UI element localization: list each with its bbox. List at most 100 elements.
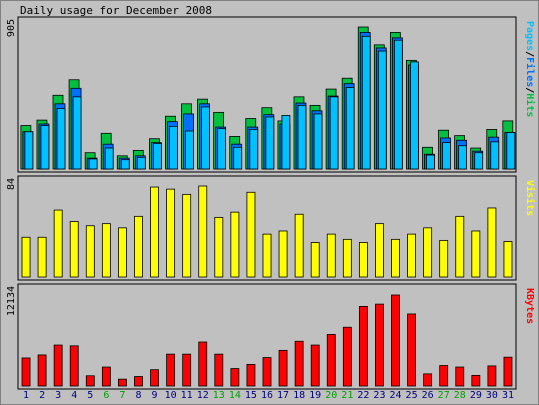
visits-bar: [53, 209, 63, 278]
visits-bar: [69, 221, 79, 278]
x-tick-label: 30: [486, 390, 498, 401]
kbytes-bar: [391, 294, 400, 387]
kbytes-bar: [358, 305, 368, 387]
pages-bar: [56, 108, 66, 170]
pages-bar: [24, 131, 34, 170]
kbytes-bar: [423, 373, 433, 387]
visits-bar: [118, 227, 127, 278]
x-tick-label: 29: [470, 390, 482, 401]
x-tick-label: 15: [245, 390, 257, 401]
pages-bar: [217, 128, 227, 170]
visits-bar: [230, 211, 240, 278]
x-tick-label: 13: [213, 390, 225, 401]
y-max-label: 84: [6, 178, 17, 190]
y-max-label: 905: [6, 19, 17, 37]
visits-bar: [214, 216, 224, 278]
x-tick-label: 10: [165, 390, 177, 401]
kbytes-bar: [246, 363, 256, 387]
y-max-label: 12134: [6, 286, 17, 316]
kbytes-bar: [278, 349, 288, 387]
kbytes-bar: [407, 313, 416, 387]
kbytes-bar: [455, 366, 465, 387]
panel-label: KBytes: [524, 288, 535, 324]
x-tick-label: 8: [135, 390, 141, 401]
kbytes-bar: [69, 345, 79, 387]
visits-bar: [246, 191, 256, 278]
visits-bar: [503, 241, 513, 278]
pages-bar: [169, 125, 178, 170]
kbytes-bar: [294, 340, 304, 387]
kbytes-bar: [230, 368, 240, 387]
pages-bar: [104, 147, 114, 170]
visits-bar: [101, 223, 111, 278]
visits-bar: [342, 238, 352, 278]
visits-bar: [358, 242, 368, 278]
x-tick-label: 20: [325, 390, 337, 401]
x-tick-label: 24: [389, 390, 401, 401]
x-tick-label: 12: [197, 390, 209, 401]
pages-bar: [377, 50, 387, 170]
x-tick-label: 28: [454, 390, 466, 401]
visits-bar: [375, 223, 384, 278]
kbytes-bar: [375, 303, 384, 387]
x-tick-label: 6: [103, 390, 109, 401]
pages-bar: [249, 129, 259, 170]
x-tick-label: 4: [71, 390, 77, 401]
pages-bar: [185, 130, 194, 170]
visits-bar: [150, 186, 159, 278]
pages-bar: [265, 116, 275, 170]
pages-bar: [458, 145, 467, 170]
pages-bar: [474, 152, 484, 170]
x-tick-label: 22: [357, 390, 369, 401]
panel-frame: [17, 16, 517, 173]
visits-bar: [407, 233, 416, 278]
visits-bar: [423, 227, 433, 278]
panel-frame: [17, 175, 517, 281]
visits-bar: [134, 215, 143, 278]
visits-bar: [310, 242, 320, 278]
visits-bar: [439, 239, 449, 278]
x-tick-label: 7: [119, 390, 125, 401]
x-tick-label: 2: [39, 390, 45, 401]
pages-bar: [313, 113, 323, 170]
kbytes-bar: [37, 354, 47, 387]
x-tick-label: 14: [229, 390, 241, 401]
visits-bar: [37, 236, 47, 278]
visits-bar: [166, 188, 176, 278]
x-tick-label: 18: [293, 390, 305, 401]
pages-bar: [345, 87, 355, 170]
kbytes-bar: [310, 344, 320, 387]
x-tick-label: 5: [87, 390, 93, 401]
visits-bar: [198, 185, 208, 278]
kbytes-bar: [53, 344, 63, 387]
pages-bar: [153, 142, 162, 170]
pages-bar: [120, 159, 130, 170]
visits-bar: [455, 215, 465, 278]
x-tick-label: 21: [341, 390, 353, 401]
pages-bar: [410, 61, 419, 170]
x-tick-label: 26: [422, 390, 434, 401]
x-tick-label: 25: [406, 390, 418, 401]
panel-frame: [17, 283, 517, 390]
kbytes-bar: [503, 356, 513, 387]
pages-bar: [72, 96, 82, 170]
kbytes-bar: [214, 353, 224, 387]
pages-bar: [506, 132, 516, 170]
x-tick-label: 17: [277, 390, 289, 401]
visits-bar: [85, 225, 95, 278]
pages-bar: [233, 146, 243, 170]
visits-bar: [294, 213, 304, 278]
kbytes-bar: [21, 357, 31, 387]
x-tick-label: 9: [152, 390, 158, 401]
kbytes-bar: [166, 353, 176, 387]
x-tick-label: 27: [438, 390, 450, 401]
pages-bar: [426, 154, 435, 170]
visits-bar: [391, 238, 400, 278]
kbytes-bar: [262, 357, 272, 387]
chart-title: Daily usage for December 2008: [20, 4, 213, 17]
x-tick-label: 3: [55, 390, 61, 401]
kbytes-bar: [118, 378, 127, 387]
pages-bar: [136, 156, 146, 170]
